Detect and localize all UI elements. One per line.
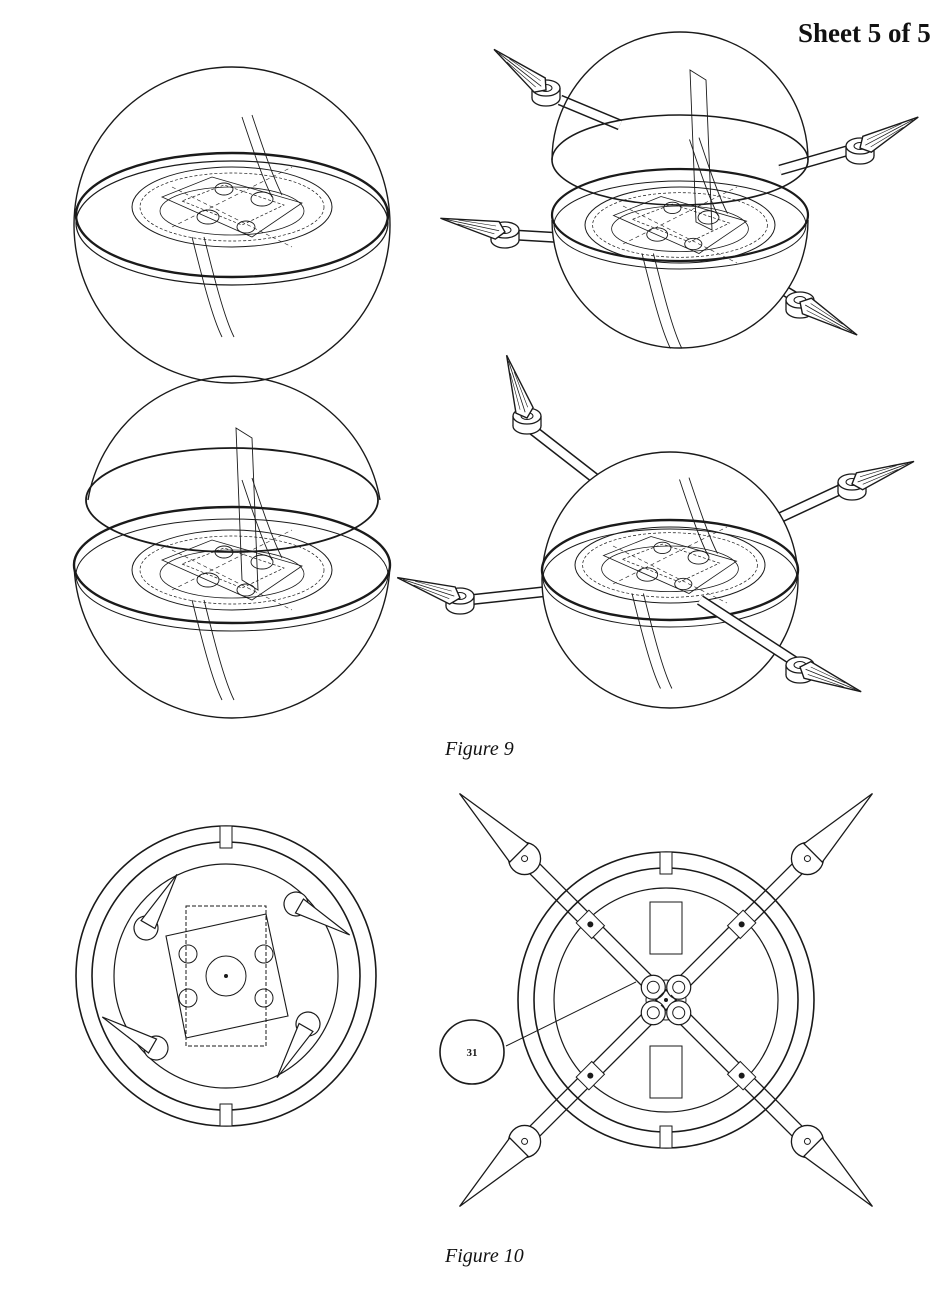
- figure-10-caption: Figure 10: [445, 1245, 524, 1267]
- fig9-open-sphere-with-arms: [437, 32, 924, 349]
- figure-9-caption: Figure 9: [445, 738, 514, 760]
- fig9-split-sphere: [74, 376, 390, 718]
- fig10-extended-arms-view: [447, 781, 885, 1219]
- fig9-closed-sphere-with-arms: [393, 351, 918, 708]
- sheet-number: Sheet 5 of 5: [798, 18, 931, 48]
- fig9-closed-sphere: [74, 67, 390, 383]
- fig10-folded-arms-view: [76, 826, 376, 1126]
- reference-numeral-label: 31: [467, 1047, 478, 1059]
- reference-numeral-31: 31: [440, 1020, 504, 1084]
